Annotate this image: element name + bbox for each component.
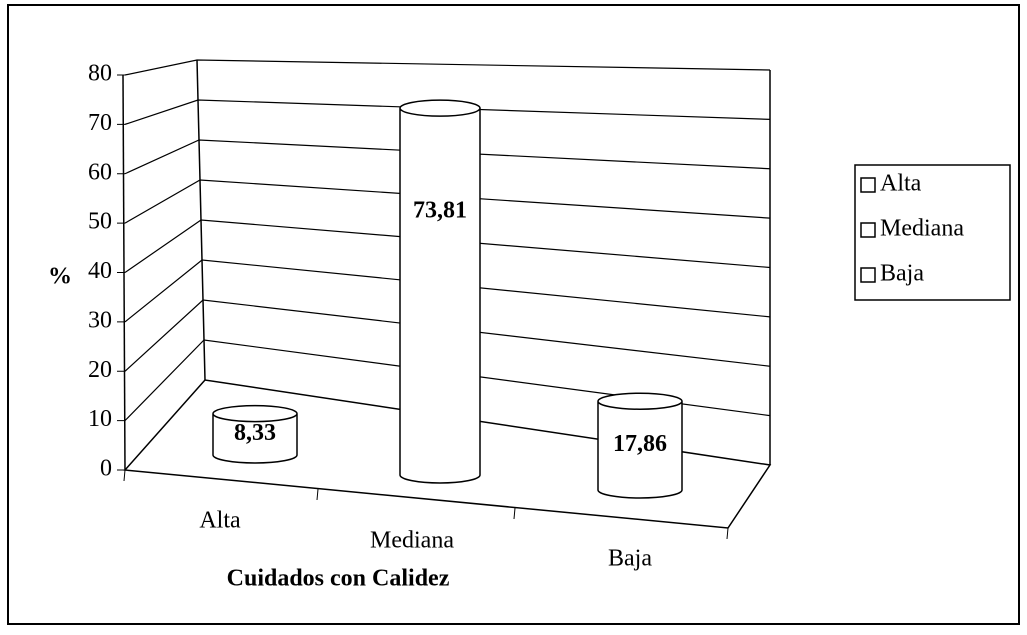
grid-line (124, 59, 771, 76)
y-tick-label: 50 (88, 209, 112, 235)
grid-line (124, 179, 771, 224)
floor-tick (123, 469, 126, 482)
grid-line (124, 219, 771, 273)
x-tick-label: Mediana (370, 528, 454, 554)
floor-tick (726, 527, 729, 540)
legend-swatch (860, 267, 876, 283)
y-tick-label: 40 (88, 258, 112, 284)
legend-label: Mediana (880, 216, 964, 242)
bar (597, 392, 683, 499)
floor-tick (316, 488, 319, 501)
grid-line (124, 259, 771, 323)
y-tick-label: 80 (88, 61, 112, 87)
grid-line (124, 299, 771, 372)
y-tick-label: 70 (88, 110, 112, 136)
grid-line (124, 339, 771, 422)
legend-swatch (860, 222, 876, 238)
legend (854, 164, 1011, 301)
chart-border (7, 4, 1020, 625)
grid-line (124, 139, 771, 175)
value-label: 17,86 (613, 431, 667, 457)
value-label: 73,81 (413, 198, 467, 224)
legend-swatch (860, 177, 876, 193)
bar (399, 99, 481, 484)
grid-line (124, 99, 771, 125)
floor-tick (513, 507, 516, 520)
y-tick-label: 30 (88, 307, 112, 333)
legend-label: Alta (880, 171, 922, 197)
y-tick-label: 60 (88, 159, 112, 185)
y-tick-label: 10 (88, 406, 112, 432)
y-axis-label: % (48, 264, 72, 290)
x-tick-label: Baja (608, 546, 652, 572)
value-label: 8,33 (234, 420, 276, 446)
x-axis-label: Cuidados con Calidez (227, 566, 450, 592)
y-tick-label: 20 (88, 357, 112, 383)
x-tick-label: Alta (199, 508, 241, 534)
bar (212, 404, 298, 464)
legend-label: Baja (880, 261, 924, 287)
y-tick-label: 0 (100, 456, 112, 482)
